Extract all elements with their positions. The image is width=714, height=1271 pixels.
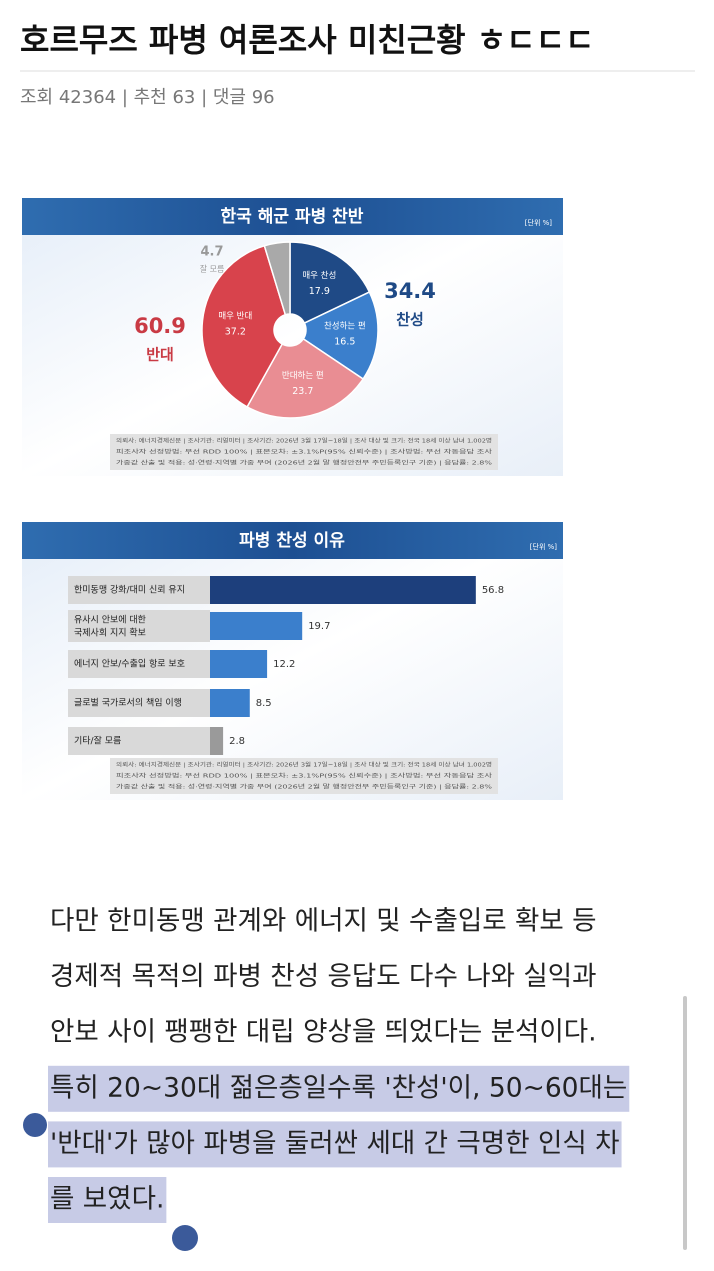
category-box xyxy=(68,610,210,642)
article-line: 를 보였다. xyxy=(50,1184,164,1215)
value-label: 12.2 xyxy=(273,659,295,670)
summary-value: 34.4 xyxy=(384,279,436,303)
article-line: 안보 사이 팽팽한 대립 양상을 띄었다는 분석이다. xyxy=(50,1017,597,1048)
highlight xyxy=(48,1177,167,1223)
value-label: 8.5 xyxy=(256,698,272,709)
source-note: 의뢰사: 에너지경제신문 | 조사기관: 리얼미터 | 조사기간: 2026년 … xyxy=(116,761,492,769)
category-box xyxy=(68,576,210,604)
slice-value: 23.7 xyxy=(292,386,313,397)
note-box xyxy=(110,434,498,470)
category-label: 에너지 안보/수출입 항로 보호 xyxy=(74,658,185,670)
note-box xyxy=(110,758,498,794)
summary-label: 반대 xyxy=(146,346,174,364)
summary-value: 60.9 xyxy=(134,314,186,338)
chart-header xyxy=(22,522,563,559)
article-line: 다만 한미동맹 관계와 에너지 및 수출입로 확보 등 xyxy=(50,906,597,937)
highlight xyxy=(48,1065,630,1112)
bar xyxy=(210,650,268,678)
article-line: 특히 20~30대 젊은층일수록 '찬성'이, 50~60대는 xyxy=(50,1072,627,1103)
slice-label: 잘 모름 xyxy=(200,265,225,274)
slice-label: 찬성하는 편 xyxy=(324,320,366,331)
selection-handle xyxy=(23,1113,47,1137)
unit-label: [단위 %] xyxy=(525,218,552,227)
bar xyxy=(210,576,476,604)
chart-title: 파병 찬성 이유 xyxy=(239,531,345,551)
source-note: 피조사자 선정방법: 무선 RDD 100% | 표본오차: ±3.1%P(95… xyxy=(116,448,492,456)
selection-handle xyxy=(172,1225,198,1251)
article-line: '반대'가 많아 파병을 둘러싼 세대 간 극명한 인식 차 xyxy=(50,1128,620,1159)
category-box xyxy=(68,689,210,717)
highlight xyxy=(48,1121,622,1168)
slice-label: 반대하는 편 xyxy=(282,370,324,381)
unit-label: [단위 %] xyxy=(530,542,557,551)
bar xyxy=(210,689,250,717)
pie-slice xyxy=(302,291,379,381)
value-label: 2.8 xyxy=(229,736,245,747)
slice-value: 17.9 xyxy=(309,286,330,297)
source-note: 피조사자 선정방법: 무선 RDD 100% | 표본오차: ±3.1%P(95… xyxy=(116,772,492,780)
category-label: 유사시 안보에 대한 국제사회 지지 확보 xyxy=(74,614,146,638)
pie-slice xyxy=(246,337,365,419)
bar xyxy=(210,727,224,755)
value-label: 56.8 xyxy=(482,585,504,596)
article-line: 경제적 목적의 파병 찬성 응답도 다수 나와 실익과 xyxy=(50,961,597,992)
post-meta: 조회 42364 | 추천 63 | 댓글 96 xyxy=(20,87,275,108)
pie-slice xyxy=(289,241,371,325)
slice-value: 37.2 xyxy=(225,327,246,338)
pie-slice xyxy=(263,241,291,316)
pie-slice xyxy=(201,244,287,408)
value-label: 19.7 xyxy=(308,621,330,632)
source-note: 가중값 산출 및 적용: 성·연령·지역별 가중 부여 (2026년 2월 말 … xyxy=(116,783,492,791)
summary-label: 찬성 xyxy=(396,311,424,329)
category-box xyxy=(68,650,210,678)
chart-title: 한국 해군 파병 찬반 xyxy=(221,207,364,227)
category-label: 한미동맹 강화/대미 신뢰 유지 xyxy=(74,585,185,596)
bar xyxy=(210,612,303,640)
category-label: 기타/잘 모름 xyxy=(74,735,121,747)
slice-value: 4.7 xyxy=(200,245,223,260)
chart-header xyxy=(22,198,563,235)
post-title: 호르무즈 파병 여론조사 미친근황 ㅎㄷㄷㄷ xyxy=(20,21,594,59)
slice-value: 16.5 xyxy=(334,336,355,347)
slice-label: 매우 찬성 xyxy=(302,270,336,281)
slice-label: 매우 반대 xyxy=(218,311,252,322)
source-note: 의뢰사: 에너지경제신문 | 조사기관: 리얼미터 | 조사기간: 2026년 … xyxy=(116,437,492,445)
category-label: 글로벌 국가로서의 책임 이행 xyxy=(74,697,182,709)
category-box xyxy=(68,727,210,755)
source-note: 가중값 산출 및 적용: 성·연령·지역별 가중 부여 (2026년 2월 말 … xyxy=(116,459,492,467)
